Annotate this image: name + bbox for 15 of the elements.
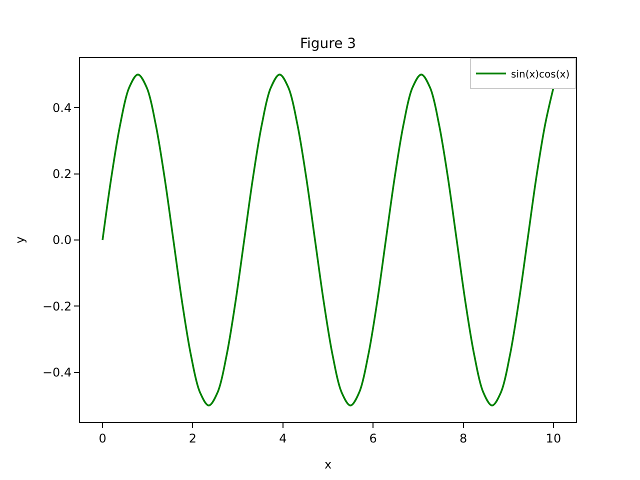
x-tick-label: 6 bbox=[369, 431, 377, 446]
y-tick-label: 0.2 bbox=[52, 167, 72, 182]
x-tick-label: 8 bbox=[459, 431, 468, 446]
x-tick-label: 4 bbox=[279, 431, 287, 446]
x-axis-title: x bbox=[324, 457, 332, 472]
legend-label: sin(x)cos(x) bbox=[511, 69, 570, 80]
chart-title: Figure 3 bbox=[300, 36, 356, 52]
y-tick-label: 0.4 bbox=[52, 100, 72, 115]
y-tick-label: 0.0 bbox=[52, 233, 72, 248]
x-tick-label: 2 bbox=[188, 431, 197, 446]
x-tick-label: 10 bbox=[546, 431, 562, 446]
x-tick-label: 0 bbox=[98, 431, 106, 446]
y-tick-label: −0.2 bbox=[42, 299, 72, 314]
y-tick-label: −0.4 bbox=[42, 366, 72, 380]
y-axis-title: y bbox=[12, 236, 27, 244]
